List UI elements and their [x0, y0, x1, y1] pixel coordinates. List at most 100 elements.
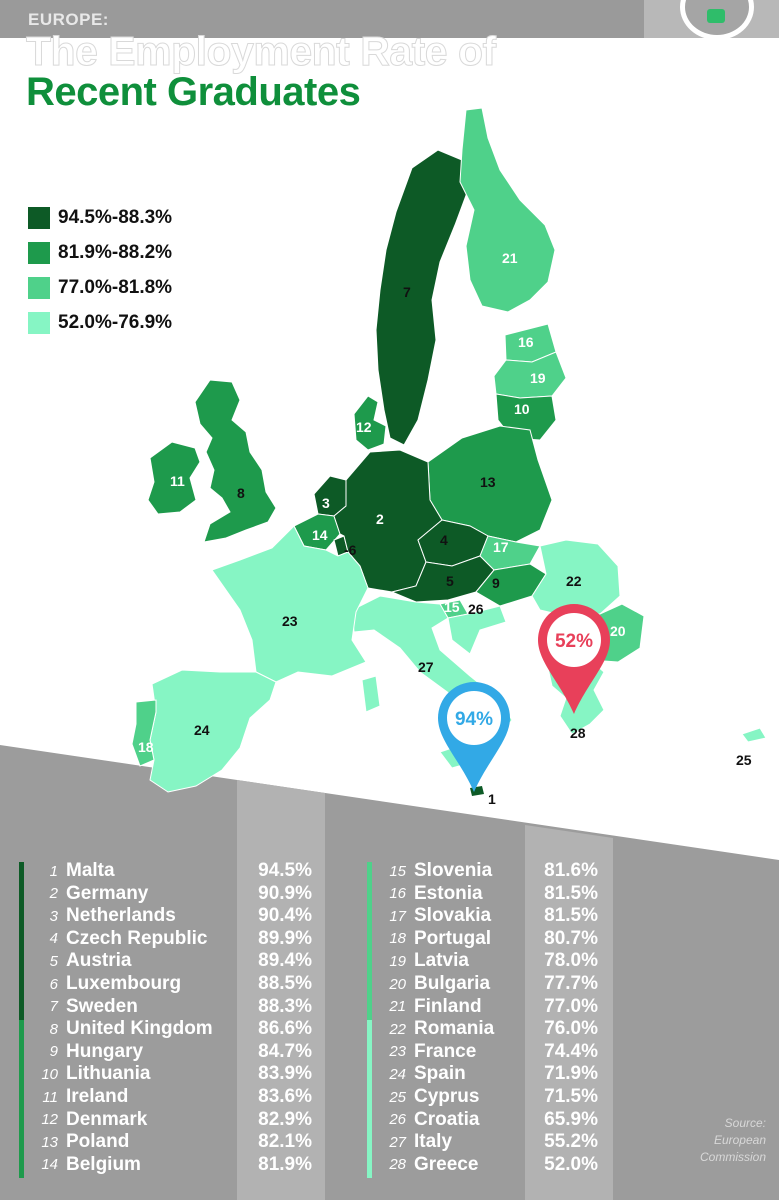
map-label-19: 19	[530, 370, 546, 386]
row-value: 71.5%	[544, 1086, 598, 1107]
legend-item: 52.0%-76.9%	[28, 305, 172, 340]
row-country-name: Cyprus	[414, 1086, 480, 1107]
row-country-name: Portugal	[414, 927, 492, 949]
tier-bar	[19, 1065, 24, 1088]
legend-swatch	[28, 276, 50, 299]
tier-bar	[19, 1020, 24, 1043]
map-label-23: 23	[282, 613, 298, 629]
map-label-26: 26	[468, 601, 484, 617]
map-label-22: 22	[566, 573, 582, 589]
tier-bar	[367, 952, 372, 975]
row-rank: 19	[389, 952, 406, 970]
table-row: 25 Cyprus	[380, 1086, 479, 1108]
map-label-2: 2	[376, 511, 384, 527]
map-label-12: 12	[356, 419, 372, 435]
row-rank: 13	[41, 1133, 58, 1151]
map-label-9: 9	[492, 575, 500, 591]
region-denmark	[353, 395, 387, 451]
table-row: 28 Greece	[380, 1154, 478, 1176]
tier-bar	[367, 1088, 372, 1111]
tier-bar	[367, 1155, 372, 1179]
row-value: 83.6%	[258, 1086, 312, 1107]
row-value: 65.9%	[544, 1108, 598, 1130]
row-value: 84.7%	[258, 1040, 312, 1062]
row-country-name: United Kingdom	[66, 1018, 213, 1040]
table-row: 24 Spain	[380, 1063, 466, 1085]
row-rank: 2	[49, 885, 58, 903]
table-row: 9 Hungary	[32, 1041, 143, 1063]
map-label-21: 21	[502, 250, 518, 266]
row-rank: 4	[49, 930, 58, 948]
row-value: 81.5%	[544, 882, 598, 904]
row-value: 90.9%	[258, 882, 312, 904]
table-row: 3 Netherlands	[32, 905, 176, 927]
table-row: 6 Luxembourg	[32, 973, 181, 995]
table-row: 21 Finland	[380, 996, 481, 1018]
tier-bar	[367, 862, 372, 885]
tier-bar	[367, 1065, 372, 1088]
row-country-name: France	[414, 1040, 477, 1062]
region-sweden	[375, 149, 469, 446]
row-country-name: Greece	[414, 1153, 479, 1175]
row-country-name: Luxembourg	[66, 973, 182, 994]
row-rank: 5	[49, 952, 58, 970]
row-rank: 1	[49, 862, 58, 880]
row-country-name: Germany	[66, 882, 149, 904]
row-rank: 27	[389, 1133, 406, 1151]
table-row: 4 Czech Republic	[32, 928, 208, 950]
row-rank: 16	[389, 885, 406, 903]
legend-label: 52.0%-76.9%	[58, 311, 173, 333]
legend-item: 81.9%-88.2%	[28, 235, 172, 270]
row-country-name: Spain	[414, 1063, 466, 1085]
title-line-2: Recent Graduates	[26, 70, 361, 114]
row-rank: 12	[41, 1111, 58, 1129]
row-rank: 20	[389, 975, 406, 993]
row-rank: 26	[389, 1111, 406, 1129]
row-country-name: Malta	[66, 860, 115, 881]
region-finland	[459, 107, 556, 313]
legend-item: 77.0%-81.8%	[28, 270, 172, 305]
table-row: 2 Germany	[32, 882, 149, 905]
row-value: 88.5%	[258, 973, 312, 994]
table-row: 12 Denmark	[32, 1109, 147, 1131]
row-value: 90.4%	[258, 905, 312, 927]
map-label-28: 28	[570, 725, 586, 741]
table-row: 16 Estonia	[380, 882, 483, 905]
row-country-name: Romania	[414, 1018, 495, 1040]
tier-bar	[19, 862, 24, 885]
table-row: 17 Slovakia	[380, 905, 491, 927]
map-label-18: 18	[138, 739, 154, 755]
map-label-16: 16	[518, 334, 534, 350]
table-row: 23 France	[380, 1041, 476, 1063]
row-rank: 23	[389, 1043, 406, 1061]
region-cyprus	[741, 727, 767, 743]
logo-mark	[707, 9, 725, 23]
map-label-3: 3	[322, 495, 330, 511]
row-value: 81.6%	[544, 860, 598, 881]
row-country-name: Slovakia	[414, 905, 492, 927]
row-country-name: Netherlands	[66, 905, 176, 927]
legend-swatch	[28, 206, 50, 229]
row-rank: 15	[389, 862, 406, 880]
row-rank: 3	[49, 907, 58, 925]
region-portugal	[131, 699, 157, 767]
map-label-14: 14	[312, 527, 328, 543]
row-country-name: Estonia	[414, 882, 483, 904]
table-row: 15 Slovenia	[380, 860, 492, 882]
table-row: 19 Latvia	[380, 950, 469, 972]
table-row: 18 Portugal	[380, 928, 491, 950]
region-france	[211, 525, 369, 683]
table-row: 26 Croatia	[380, 1109, 479, 1131]
source-note: Source: European Commission	[680, 1115, 766, 1166]
row-value: 89.9%	[258, 927, 312, 949]
row-value: 83.9%	[258, 1063, 312, 1085]
row-rank: 24	[389, 1065, 406, 1083]
row-country-name: Ireland	[66, 1086, 129, 1107]
title-line-1: The Employment Rate of	[26, 28, 497, 75]
map-label-6: -6	[344, 542, 357, 558]
tier-bar	[367, 929, 372, 953]
table-row: 7 Sweden	[32, 996, 138, 1018]
map-label-13: 13	[480, 474, 496, 490]
row-rank: 14	[41, 1156, 58, 1174]
